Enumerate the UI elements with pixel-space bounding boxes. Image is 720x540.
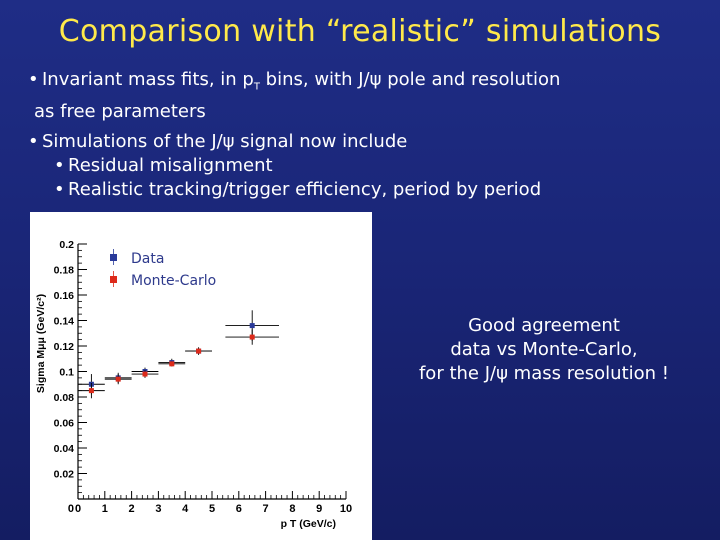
x-axis-label: p T (GeV/c) <box>281 518 336 530</box>
y-tick-label: 0.08 <box>54 392 75 404</box>
sub-bullet: • Residual misalignment <box>28 154 708 178</box>
bullet2-text: Simulations of the J/ψ signal now includ… <box>42 131 408 152</box>
x-tick-label: 1 <box>102 503 108 515</box>
data-point <box>115 376 121 382</box>
y-axis-label: Sigma Mμμ (GeV/c²) <box>35 294 47 393</box>
bullet-line: • Simulations of the J/ψ signal now inclu… <box>28 130 708 154</box>
legend-label: Monte-Carlo <box>131 273 216 289</box>
x-tick-label: 8 <box>289 503 295 515</box>
sub-bullet: • Realistic tracking/trigger efficiency, … <box>28 178 708 202</box>
bullet-simulations: • Simulations of the J/ψ signal now inclu… <box>28 130 708 202</box>
bullet-dot: • <box>54 179 65 200</box>
x-tick-label: 9 <box>316 503 322 515</box>
y-tick-label: 0.1 <box>59 367 74 379</box>
data-point <box>169 361 175 367</box>
data-point <box>142 371 148 377</box>
plot-svg: 0 1 2 3 4 5 6 7 8 9 10 0 0.02 0.04 0.06 0.08 0.1 0.12 0.14… <box>35 239 352 530</box>
slide-title: Comparison with “realistic” simulations <box>58 14 662 49</box>
conclusion-note: Good agreement data vs Monte-Carlo, for … <box>384 314 704 386</box>
bullet1-post: bins, with J/ψ pole and resolution <box>259 69 561 90</box>
bullet-dot: • <box>28 69 39 90</box>
y-tick-label: 0.18 <box>54 265 75 277</box>
bullet-invariant-mass: • Invariant mass fits, in pT bins, with J… <box>28 68 708 124</box>
data-point <box>88 388 94 394</box>
bullet-dot: • <box>54 155 65 176</box>
data-point <box>249 334 255 340</box>
x-tick-label: 4 <box>182 503 189 515</box>
x-tick-label: 6 <box>236 503 242 515</box>
x-tick-label: 2 <box>129 503 135 515</box>
bullet1-pre: Invariant mass fits, in p <box>42 69 254 90</box>
origin-label: 0 <box>68 503 74 515</box>
sub-bullet-label: Residual misalignment <box>68 155 273 176</box>
y-tick-label: 0.12 <box>54 341 75 353</box>
bullet1-subscript: T <box>253 81 260 93</box>
note-line: for the J/ψ mass resolution ! <box>418 363 670 384</box>
bullet1-continuation: as free parameters <box>34 100 206 122</box>
y-tick-label: 0.2 <box>59 239 74 251</box>
y-tick-label: 0.16 <box>54 290 75 302</box>
y-tick-label: 0.06 <box>54 418 75 430</box>
bullet-line: • Invariant mass fits, in pT bins, with J… <box>28 68 708 100</box>
note-line: Good agreement <box>468 315 620 336</box>
x-tick-label: 3 <box>155 503 161 515</box>
x-tick-label: 10 <box>340 503 352 515</box>
sub-bullet-label: Realistic tracking/trigger efficiency, p… <box>68 179 542 200</box>
legend-label: Data <box>131 251 164 267</box>
data-point <box>249 323 255 329</box>
y-tick-label: 0.14 <box>54 316 75 328</box>
y-tick-label: 0.02 <box>54 469 75 481</box>
resolution-plot: 0 1 2 3 4 5 6 7 8 9 10 0 0.02 0.04 0.06 0.08 0.1 0.12 0.14… <box>30 212 372 540</box>
note-line: data vs Monte-Carlo, <box>450 339 638 360</box>
x-tick-label: 0 <box>75 503 81 515</box>
data-point <box>196 348 202 354</box>
bullet-dot: • <box>28 131 39 152</box>
x-tick-label: 5 <box>209 503 215 515</box>
y-tick-label: 0.04 <box>54 443 75 455</box>
x-tick-label: 7 <box>263 503 269 515</box>
